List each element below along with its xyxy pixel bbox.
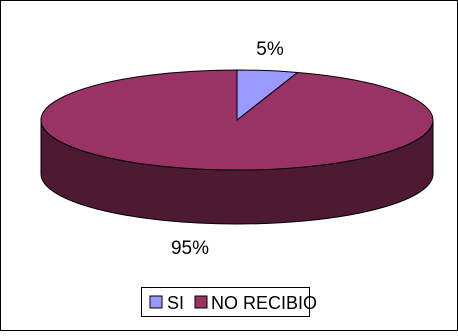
data-label-si: 5% [256, 39, 284, 60]
legend-label-si: SI [167, 293, 184, 313]
legend-box [141, 287, 310, 317]
legend: SI NO RECIBIO [141, 287, 317, 317]
legend-swatch-no-recibio [194, 295, 208, 309]
legend-swatch-si [149, 295, 163, 309]
data-label-no-recibio: 95% [171, 238, 209, 259]
legend-label-no-recibio: NO RECIBIO [211, 293, 317, 313]
pie-slice-si [236, 69, 299, 122]
